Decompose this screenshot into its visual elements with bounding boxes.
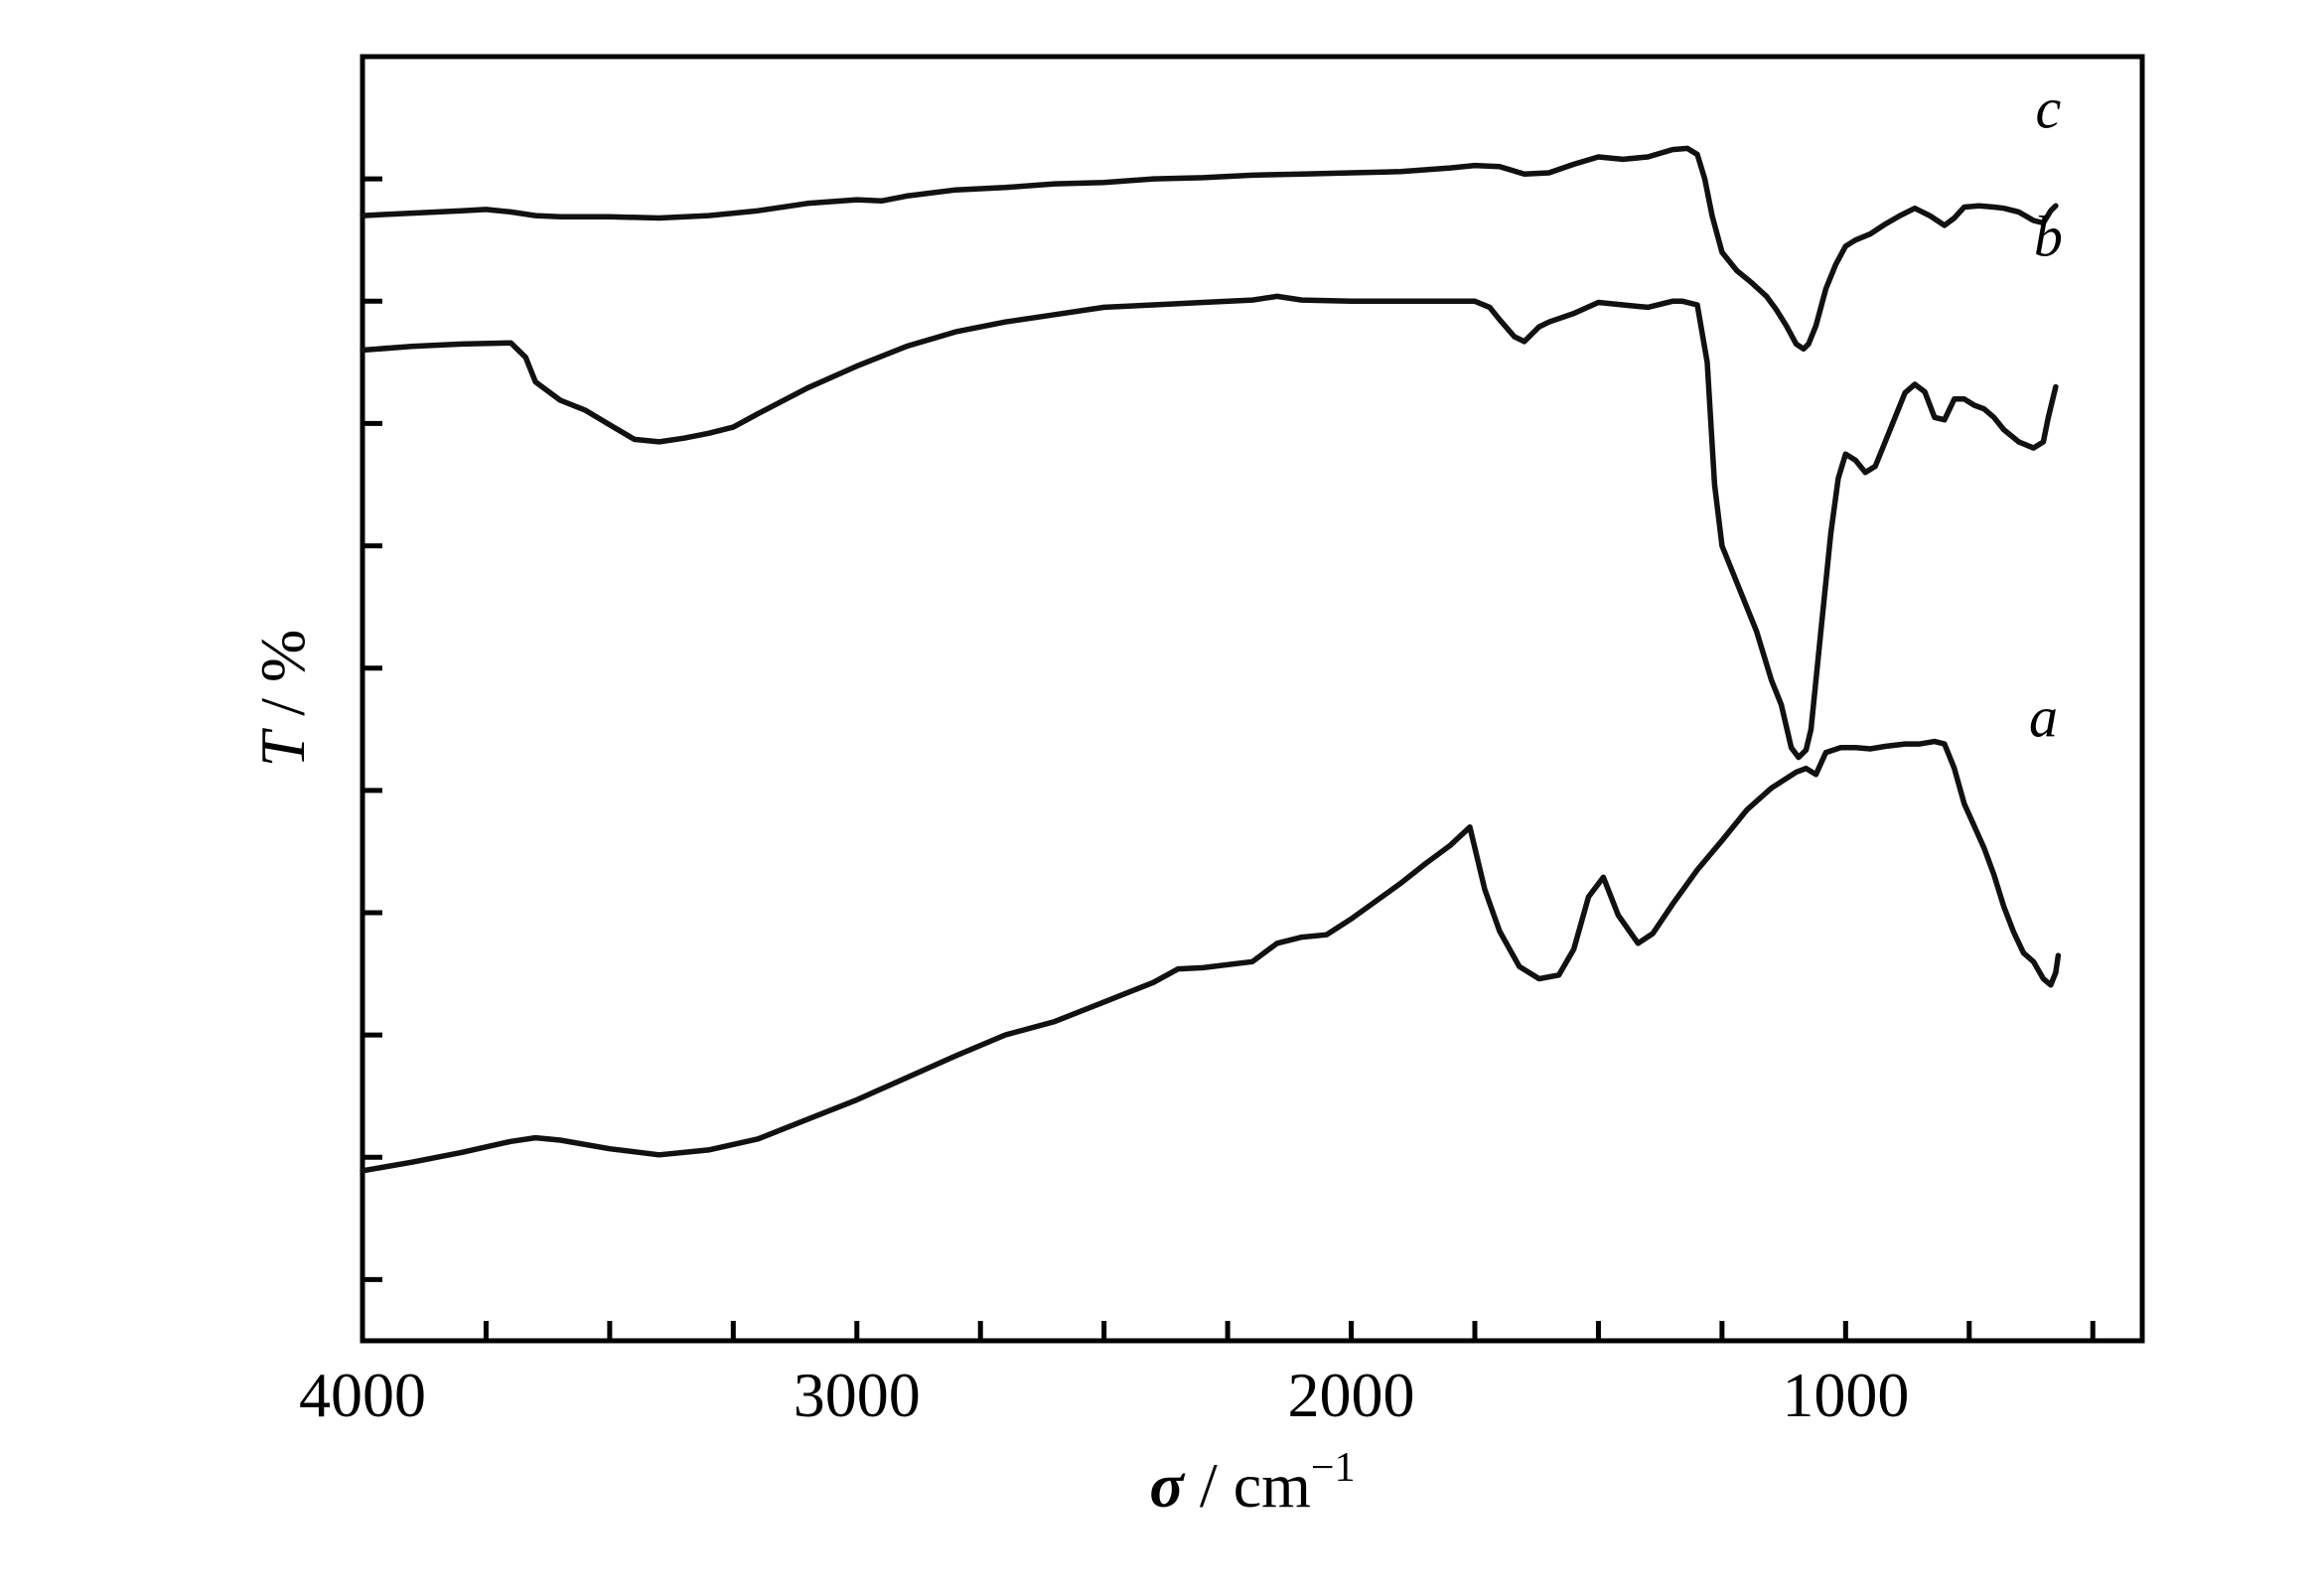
y-axis-title: T / %: [247, 630, 318, 768]
x-tick-label: 1000: [1782, 1360, 1909, 1430]
series-label-b: b: [2034, 205, 2063, 269]
x-axis-title: σ / cm−1: [1149, 1445, 1355, 1521]
x-tick-label: 3000: [794, 1360, 921, 1430]
plot-frame: [360, 54, 2145, 1344]
x-tick-label: 2000: [1288, 1360, 1415, 1430]
x-axis-symbol: σ: [1149, 1450, 1185, 1521]
series-label-a: a: [2029, 685, 2058, 750]
x-tick-label: 4000: [299, 1360, 426, 1430]
series-label-c: c: [2036, 75, 2062, 140]
y-axis-ticks: [363, 176, 382, 1282]
series-line-a: [360, 738, 2062, 1174]
x-axis-exponent: −1: [1311, 1445, 1356, 1491]
x-axis-unit: / cm: [1184, 1450, 1311, 1521]
x-axis-ticks: 4000 3000 2000 1000: [299, 1321, 2096, 1430]
series-labels: a b c: [2029, 75, 2063, 749]
spectrum-lines: [360, 145, 2062, 1174]
y-axis-symbol: T: [247, 727, 318, 767]
series-line-b: [360, 293, 2059, 761]
y-axis-unit: / %: [247, 630, 318, 732]
series-line-c: [360, 145, 2059, 353]
